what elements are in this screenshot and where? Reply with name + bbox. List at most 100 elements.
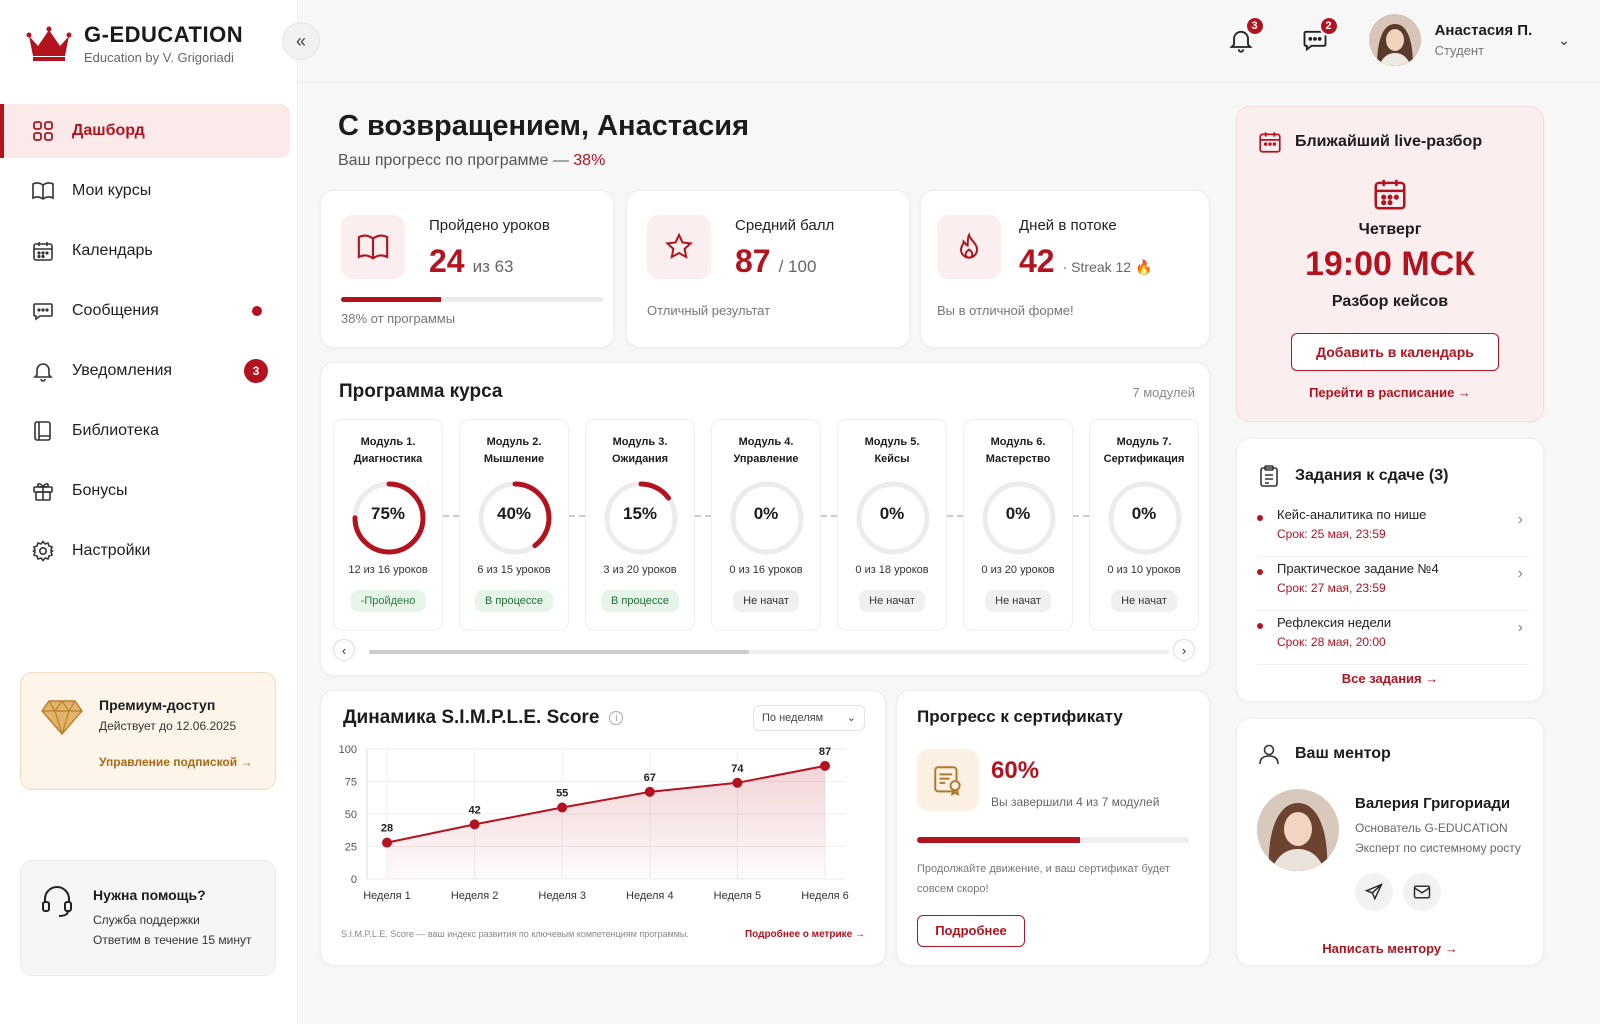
section-title: Ближайший live-разбор: [1295, 133, 1483, 150]
help-title: Нужна помощь?: [93, 887, 206, 903]
module-lessons: 12 из 16 уроков: [348, 564, 428, 576]
notifications-badge: 3: [244, 359, 268, 383]
module-card[interactable]: Модуль 2. Мышление 40% 6 из 15 уроков В проц…: [459, 419, 569, 631]
stat-footnote: Отличный результат: [647, 303, 771, 318]
data-point: [382, 837, 392, 848]
message-mentor-link[interactable]: Написать ментору →: [1322, 941, 1458, 956]
unread-dot: [252, 306, 262, 316]
send-email-button[interactable]: [1403, 873, 1441, 911]
schedule-link[interactable]: Перейти в расписание →: [1309, 385, 1471, 400]
module-progress-ring: [856, 481, 930, 555]
sidebar-item-settings[interactable]: Настройки: [0, 524, 298, 578]
module-connector: [947, 515, 963, 517]
brand-logo[interactable]: G-EDUCATION Education by V. Grigoriadi: [26, 22, 243, 65]
data-label: 55: [556, 788, 568, 800]
module-status-badge: -Пройдено: [350, 590, 426, 612]
module-card[interactable]: Модуль 7. Сертификация 0% 0 из 10 уроков Не …: [1089, 419, 1199, 631]
task-due: Срок: 28 мая, 20:00: [1277, 635, 1386, 649]
metric-details-link[interactable]: Подробнее о метрике →: [744, 929, 865, 940]
mentor-expertise: Эксперт по системному росту: [1355, 841, 1521, 855]
module-card[interactable]: Модуль 3. Ожидания 15% 3 из 20 уроков В проц…: [585, 419, 695, 631]
lessons-total: из 63: [472, 257, 514, 276]
calendar-icon: [30, 238, 56, 264]
add-to-calendar-button[interactable]: Добавить в календарь: [1291, 333, 1499, 371]
chevron-right-icon[interactable]: ›: [1517, 619, 1523, 636]
y-tick-label: 75: [345, 777, 357, 789]
sidebar-item-label: Библиотека: [72, 422, 159, 439]
module-lessons: 0 из 16 уроков: [729, 564, 803, 576]
module-number: Модуль 7.: [1116, 436, 1172, 448]
module-number: Модуль 6.: [990, 436, 1046, 448]
mentor-avatar[interactable]: [1257, 789, 1339, 871]
module-title: Модуль 6. Мастерство: [964, 434, 1072, 468]
sidebar-item-messages[interactable]: Сообщения: [0, 284, 298, 338]
scrollbar-thumb[interactable]: [369, 650, 749, 654]
bell-icon: [1228, 30, 1253, 53]
avatar[interactable]: [1368, 14, 1421, 66]
mentor-header: Ваш ментор: [1257, 741, 1391, 767]
chevron-down-icon[interactable]: ⌄: [1558, 31, 1570, 48]
all-tasks-link[interactable]: Все задания →: [1341, 671, 1439, 686]
sidebar-item-library[interactable]: Библиотека: [0, 404, 298, 458]
task-item[interactable]: Кейс-аналитика по нише Срок: 25 мая, 23:5…: [1257, 507, 1529, 557]
certificate-details-button[interactable]: Подробнее: [917, 915, 1025, 947]
module-number: Модуль 4.: [738, 436, 794, 448]
user-name: Анастасия П.: [1434, 22, 1533, 39]
module-lessons: 0 из 20 уроков: [981, 564, 1055, 576]
module-percent: 0%: [879, 504, 905, 523]
help-card[interactable]: Нужна помощь? Служба поддержки Ответим в…: [20, 860, 276, 976]
data-point: [557, 802, 568, 813]
module-progress-ring: [352, 481, 426, 555]
task-item[interactable]: Практическое задание №4 Срок: 27 мая, 23:…: [1257, 561, 1529, 611]
data-label: 87: [819, 746, 831, 758]
certificate-encouragement: Продолжайте движение, и ваш сертификат б…: [917, 863, 1170, 895]
user-info[interactable]: Анастасия П. Студент: [1435, 22, 1533, 58]
certificate-progress-bar: [917, 837, 1189, 843]
streak-stat-card: Дней в потоке 42 · Streak 12 🔥 Вы в отлич…: [920, 190, 1210, 348]
collapse-sidebar-button[interactable]: «: [282, 22, 320, 60]
lessons-stat-card: Пройдено уроков 24 из 63 38% от программы: [320, 190, 614, 348]
module-card[interactable]: Модуль 1. Диагностика 75% 12 из 16 уроков -П…: [333, 419, 443, 631]
x-tick-label: Неделя 1: [363, 890, 411, 902]
module-card[interactable]: Модуль 5. Кейсы 0% 0 из 18 уроков Не начат: [837, 419, 947, 631]
sidebar-item-notifications[interactable]: Уведомления 3: [0, 344, 298, 398]
send-message-button[interactable]: [1355, 873, 1393, 911]
score-line-chart: 0 25 50 75 100 Неделя 1 Неделя 2 Неделя 3 Неделя…: [339, 744, 849, 902]
task-name: Рефлексия недели: [1277, 615, 1392, 630]
section-title: Прогресс к сертификату: [917, 707, 1123, 726]
messages-button[interactable]: 2: [1295, 16, 1339, 60]
sidebar-item-calendar[interactable]: Календарь: [0, 224, 298, 278]
manage-subscription-link[interactable]: Управление подпиской →: [99, 755, 253, 769]
sidebar-item-courses[interactable]: Мои курсы: [0, 164, 298, 218]
stat-label: Дней в потоке: [1019, 217, 1117, 234]
module-card[interactable]: Модуль 6. Мастерство 0% 0 из 20 уроков Не на…: [963, 419, 1073, 631]
task-item[interactable]: Рефлексия недели Срок: 28 мая, 20:00 ›: [1257, 615, 1529, 665]
notifications-button[interactable]: 3: [1221, 16, 1265, 60]
task-due: Срок: 27 мая, 23:59: [1277, 581, 1386, 595]
sidebar-item-dashboard[interactable]: Дашборд: [0, 104, 290, 158]
info-icon[interactable]: i: [609, 711, 624, 725]
course-program-card: Программа курса 7 модулей Модуль 1. Диагн…: [320, 362, 1210, 676]
sidebar-item-label: Уведомления: [72, 362, 173, 379]
brand-name: G-EDUCATION: [84, 22, 244, 47]
data-point: [469, 819, 480, 830]
messages-count-badge: 2: [1318, 16, 1339, 36]
module-lessons: 0 из 18 уроков: [855, 564, 929, 576]
period-select[interactable]: По неделям ⌄: [753, 705, 865, 731]
chevron-right-icon[interactable]: ›: [1517, 511, 1523, 528]
data-point: [732, 777, 743, 788]
module-percent: 0%: [753, 504, 779, 523]
scroll-right-button[interactable]: ›: [1173, 639, 1195, 661]
modules-scrollbar[interactable]: [369, 650, 1169, 654]
premium-title: Премиум-доступ: [99, 697, 216, 713]
calendar-icon: [1374, 179, 1406, 210]
module-card[interactable]: Модуль 4. Управление 0% 0 из 16 уроков Не на…: [711, 419, 821, 631]
module-connector: [569, 515, 585, 517]
module-name: Кейсы: [874, 453, 910, 465]
scroll-left-button[interactable]: ‹: [333, 639, 355, 661]
live-day: Четверг: [1358, 221, 1422, 238]
module-status-badge: Не начат: [733, 590, 799, 612]
chevron-right-icon[interactable]: ›: [1517, 565, 1523, 582]
chart-footnote: S.I.M.P.L.E. Score — ваш индекс развития…: [341, 929, 689, 939]
sidebar-item-bonuses[interactable]: Бонусы: [0, 464, 298, 518]
